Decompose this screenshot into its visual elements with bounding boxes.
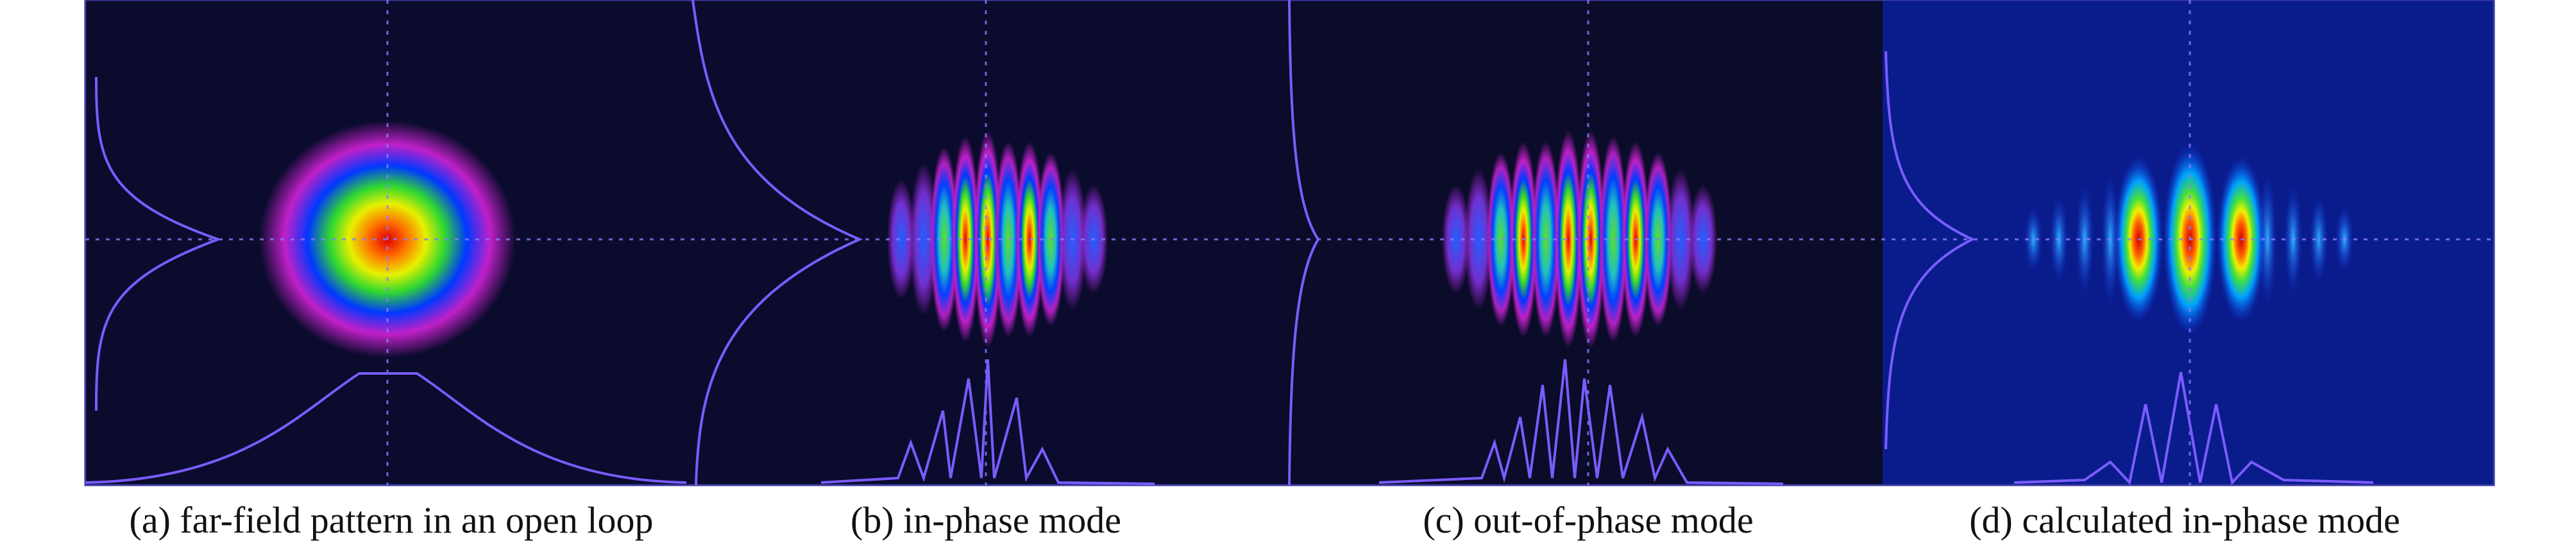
vertical-profile bbox=[1288, 0, 1320, 486]
intensity-spot bbox=[2310, 196, 2328, 283]
intensity-spot bbox=[2076, 185, 2094, 294]
intensity-spot bbox=[1577, 130, 1605, 348]
intensity-spot bbox=[994, 141, 1022, 338]
caption: (d) calculated in-phase mode bbox=[1969, 499, 2400, 541]
caption: (b) in-phase mode bbox=[851, 499, 1121, 541]
caption: (c) out-of-phase mode bbox=[1423, 499, 1753, 541]
horizontal-profile bbox=[820, 359, 1155, 485]
vertical-profile bbox=[95, 76, 222, 411]
crosshairs bbox=[85, 0, 2494, 485]
intensity-spot bbox=[887, 179, 915, 300]
intensity-spot bbox=[2024, 207, 2042, 272]
intensity-spot bbox=[974, 130, 1002, 348]
horizontal-profile bbox=[2013, 372, 2374, 486]
horizontal-profile bbox=[85, 372, 687, 484]
intensity-spot bbox=[951, 135, 979, 343]
vertical-profile bbox=[1885, 51, 1976, 450]
intensity-spot bbox=[1464, 168, 1493, 311]
intensity-spot bbox=[1666, 168, 1695, 311]
intensity-spot bbox=[1689, 185, 1717, 294]
intensity-spot bbox=[910, 163, 938, 316]
caption: (a) far-field pattern in an open loop bbox=[130, 499, 654, 541]
intensity-spot bbox=[1599, 135, 1627, 343]
intensity-spot bbox=[1487, 152, 1515, 327]
intensity-spot bbox=[1442, 185, 1470, 294]
intensity-spot bbox=[930, 146, 958, 332]
vertical-profile bbox=[691, 0, 863, 486]
profiles bbox=[85, 0, 2374, 486]
horizontal-profile bbox=[1378, 359, 1784, 485]
intensity-spot bbox=[1554, 130, 1582, 348]
